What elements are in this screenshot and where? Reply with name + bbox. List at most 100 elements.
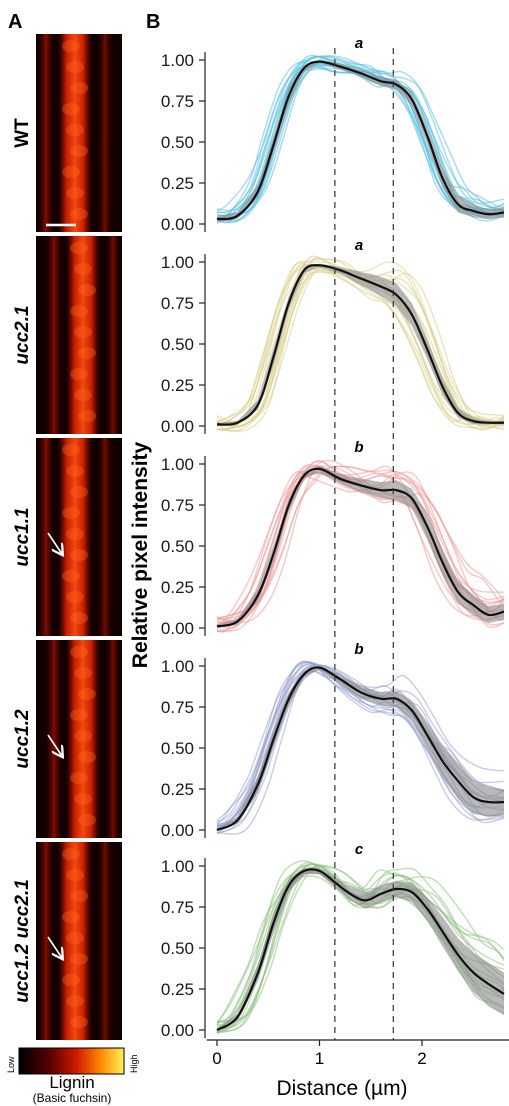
micrograph-texture xyxy=(66,995,84,1007)
significance-letter: b xyxy=(354,641,363,658)
micrograph-texture xyxy=(66,465,84,477)
genotype-label: ucc2.1 xyxy=(12,305,33,364)
micrograph-side-band xyxy=(46,236,62,434)
micrograph-texture xyxy=(66,61,84,73)
y-tick-label: 1.00 xyxy=(161,657,194,676)
mean-line xyxy=(216,868,505,1031)
micrograph-texture xyxy=(66,932,84,944)
micrograph-texture xyxy=(70,486,88,498)
micrograph-texture xyxy=(66,187,84,199)
micrograph-vessel xyxy=(66,640,100,838)
micrograph-side-band xyxy=(46,640,62,838)
profile-panel: 0.00 0.25 0.50 0.75 1.00 a xyxy=(161,35,505,234)
y-tick-label: 0.00 xyxy=(161,619,194,638)
y-tick-label: 0.50 xyxy=(161,335,194,354)
replicate-trace xyxy=(216,263,505,431)
micrograph-ucc2-1 xyxy=(36,236,122,434)
x-tick-label: 1 xyxy=(315,1049,324,1068)
y-tick-label: 0.50 xyxy=(161,133,194,152)
x-tick-label: 2 xyxy=(417,1049,426,1068)
x-tick-label: 0 xyxy=(212,1049,221,1068)
micrograph-texture xyxy=(78,814,96,826)
mean-line xyxy=(216,666,505,832)
confidence-band xyxy=(217,867,504,1032)
y-tick-label: 1.00 xyxy=(161,857,194,876)
y-tick-label: 0.00 xyxy=(161,215,194,234)
replicate-trace xyxy=(216,264,505,427)
replicate-trace xyxy=(216,471,505,632)
genotype-label: ucc1.2 xyxy=(12,709,33,769)
micrograph-texture xyxy=(78,347,96,359)
y-tick-label: 1.00 xyxy=(161,455,194,474)
genotype-labels: WT ucc2.1 ucc1.1 ucc1.2 ucc1.2 ucc2.1 xyxy=(12,118,33,1003)
micrograph-texture xyxy=(62,570,80,582)
micrograph-texture xyxy=(70,612,88,624)
micrograph-side-band xyxy=(98,438,112,636)
y-tick-label: 0.50 xyxy=(161,739,194,758)
micrograph-texture xyxy=(70,145,88,157)
micrograph-texture xyxy=(70,1016,88,1028)
micrograph-vessel xyxy=(58,842,92,1040)
y-tick-label: 0.50 xyxy=(161,939,194,958)
y-tick-label: 0.25 xyxy=(161,376,194,395)
micrograph-column xyxy=(36,34,122,1040)
confidence-band xyxy=(217,465,504,628)
micrograph-texture xyxy=(62,974,80,986)
y-tick-label: 0.75 xyxy=(161,496,194,515)
replicate-trace xyxy=(216,472,505,631)
micrograph-side-band xyxy=(106,640,120,838)
micrograph-texture xyxy=(74,389,92,401)
micrograph-vessel xyxy=(58,438,92,636)
y-tick-label: 0.25 xyxy=(161,780,194,799)
micrograph-ucc1-2-ucc2-1 xyxy=(36,842,122,1040)
profile-panel: 0.00 0.25 0.50 0.75 1.00 b xyxy=(161,439,505,638)
micrograph-texture xyxy=(70,953,88,965)
micrograph-side-band xyxy=(106,236,120,434)
mean-line xyxy=(216,264,505,426)
micrograph-vessel xyxy=(66,236,100,434)
arrow-marker xyxy=(47,532,62,554)
colorbar-low-label: Low xyxy=(6,1056,16,1073)
y-tick-label: 0.75 xyxy=(161,294,194,313)
micrograph-texture xyxy=(70,242,88,254)
lignin-colorbar: Low High Lignin (Basic fuchsin) xyxy=(6,1047,139,1105)
micrograph-ucc1-1 xyxy=(36,438,122,636)
y-tick-label: 1.00 xyxy=(161,51,194,70)
y-tick-label: 0.00 xyxy=(161,821,194,840)
micrograph-texture xyxy=(74,730,92,742)
y-tick-label: 0.25 xyxy=(161,578,194,597)
micrograph-texture xyxy=(62,166,80,178)
significance-letter: a xyxy=(355,237,363,254)
micrograph-ucc1-2 xyxy=(36,640,122,838)
micrograph-texture xyxy=(70,82,88,94)
replicate-trace xyxy=(216,63,505,222)
colorbar-high-label: High xyxy=(129,1054,139,1073)
micrograph-texture xyxy=(70,549,88,561)
confidence-band xyxy=(217,60,504,223)
significance-letter: a xyxy=(355,35,363,52)
micrograph-texture xyxy=(70,772,88,784)
micrograph-texture xyxy=(78,751,96,763)
micrograph-texture xyxy=(78,284,96,296)
significance-letter: c xyxy=(355,841,364,858)
replicate-trace xyxy=(216,471,505,632)
colorbar-title: Lignin xyxy=(49,1073,94,1092)
micrograph-texture xyxy=(78,688,96,700)
y-tick-label: 0.00 xyxy=(161,417,194,436)
genotype-label: ucc1.1 xyxy=(12,507,33,566)
replicate-trace xyxy=(216,260,505,430)
y-tick-label: 0.25 xyxy=(161,980,194,999)
micrograph-texture xyxy=(62,911,80,923)
micrograph-texture xyxy=(62,40,80,52)
colorbar-gradient xyxy=(18,1047,125,1075)
micrograph-side-band xyxy=(98,34,112,232)
replicate-trace xyxy=(216,869,505,1034)
mean-line xyxy=(216,60,505,221)
colorbar-subtitle: (Basic fuchsin) xyxy=(33,1091,112,1105)
micrograph-texture xyxy=(78,410,96,422)
arrow-marker xyxy=(47,936,62,958)
micrograph-texture xyxy=(62,507,80,519)
micrograph-texture xyxy=(70,368,88,380)
significance-letter: b xyxy=(354,439,363,456)
micrograph-texture xyxy=(74,263,92,275)
